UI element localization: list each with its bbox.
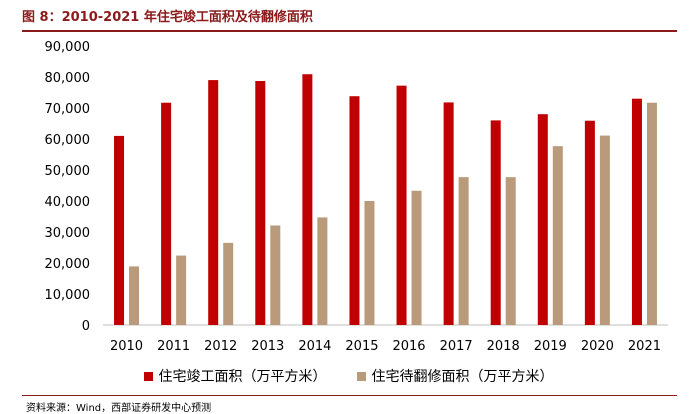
source-note: 资料来源：Wind，西部证券研发中心预测	[26, 403, 212, 414]
bar-renovation	[505, 177, 516, 325]
title-rule	[22, 30, 677, 32]
x-tick-label: 2021	[628, 339, 661, 354]
y-tick-label: 10,000	[45, 288, 91, 303]
x-tick-label: 2016	[392, 339, 425, 354]
y-tick-label: 50,000	[45, 164, 91, 179]
legend-label-renovation: 住宅待翻修面积（万平方米）	[371, 369, 554, 385]
bar-completed	[443, 102, 454, 325]
y-tick-label: 70,000	[45, 102, 91, 117]
x-tick-label: 2012	[204, 339, 237, 354]
bar-renovation	[176, 255, 187, 325]
bar-renovation	[552, 146, 563, 325]
bar-renovation	[646, 102, 657, 325]
bar-renovation	[411, 190, 422, 325]
y-tick-label: 0	[82, 319, 90, 334]
bar-renovation	[317, 217, 328, 325]
x-tick-label: 2019	[534, 339, 567, 354]
legend: 住宅竣工面积（万平方米） 住宅待翻修面积（万平方米）	[0, 366, 697, 386]
x-tick-label: 2017	[440, 339, 473, 354]
bar-completed	[490, 120, 501, 326]
legend-label-completed: 住宅竣工面积（万平方米）	[158, 369, 327, 385]
bar-completed	[396, 85, 407, 326]
bar-renovation	[458, 177, 469, 325]
y-tick-label: 90,000	[45, 40, 91, 55]
y-tick-label: 30,000	[45, 226, 91, 241]
x-tick-label: 2020	[581, 339, 614, 354]
legend-item-renovation: 住宅待翻修面积（万平方米）	[356, 366, 554, 386]
bar-renovation	[599, 135, 610, 325]
bar-completed	[537, 114, 548, 325]
y-tick-label: 80,000	[45, 71, 91, 86]
legend-swatch-completed	[143, 371, 153, 381]
y-tick-label: 20,000	[45, 257, 91, 272]
bar-completed	[631, 98, 642, 325]
y-tick-label: 40,000	[45, 195, 91, 210]
x-tick-label: 2014	[298, 339, 331, 354]
x-tick-label: 2013	[251, 339, 284, 354]
bar-completed	[161, 102, 172, 325]
x-tick-label: 2010	[110, 339, 143, 354]
bar-renovation	[223, 242, 234, 325]
x-tick-label: 2015	[345, 339, 378, 354]
bar-renovation	[364, 201, 375, 325]
legend-swatch-renovation	[356, 371, 366, 381]
bar-completed	[255, 81, 266, 325]
source-rule	[22, 395, 677, 396]
bar-completed	[114, 135, 125, 325]
bar-completed	[349, 96, 360, 325]
bar-completed	[302, 74, 313, 326]
bar-completed	[584, 120, 595, 326]
x-tick-label: 2018	[487, 339, 520, 354]
legend-item-completed: 住宅竣工面积（万平方米）	[143, 366, 327, 386]
bar-completed	[208, 80, 219, 325]
x-tick-label: 2011	[157, 339, 190, 354]
figure-title: 图 8：2010-2021 年住宅竣工面积及待翻修面积	[22, 10, 313, 25]
bar-renovation	[129, 266, 140, 325]
bar-renovation	[270, 225, 281, 325]
y-tick-label: 60,000	[45, 133, 91, 148]
